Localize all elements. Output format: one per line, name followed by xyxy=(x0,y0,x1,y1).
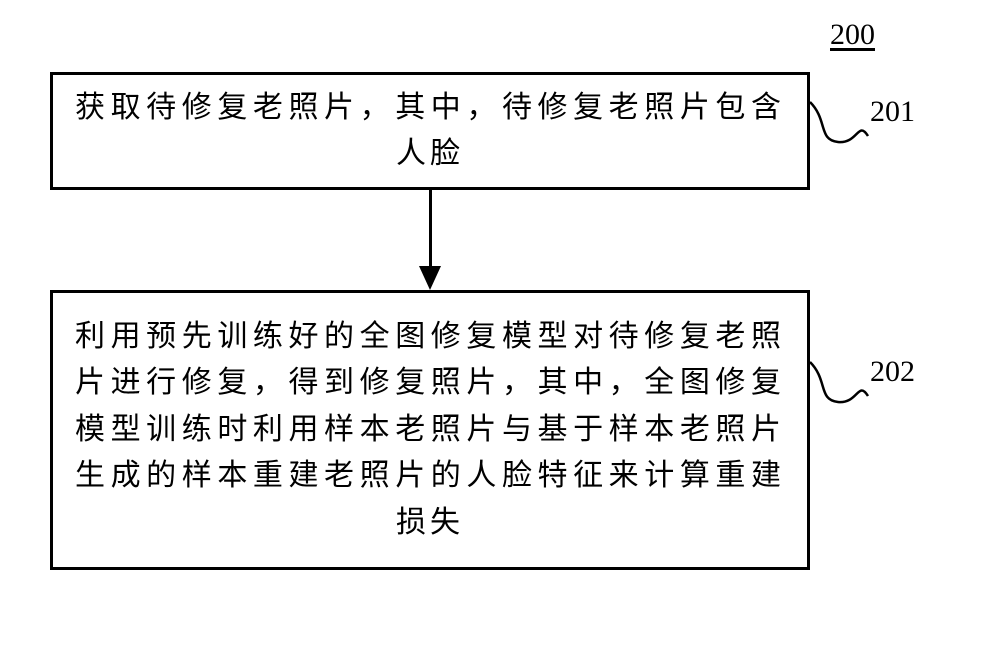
figure-number: 200 xyxy=(830,18,875,52)
diagram-canvas: 200 获取待修复老照片，其中，待修复老照片包含人脸 201 利用预先训练好的全… xyxy=(0,0,1000,655)
flow-step-2: 利用预先训练好的全图修复模型对待修复老照片进行修复，得到修复照片，其中，全图修复… xyxy=(50,290,810,570)
flow-step-1-label: 201 xyxy=(870,95,915,129)
flow-step-1-text: 获取待修复老照片，其中，待修复老照片包含人脸 xyxy=(75,85,785,178)
arrow-shaft xyxy=(429,190,432,266)
arrow-head-icon xyxy=(419,266,441,293)
flow-step-2-text: 利用预先训练好的全图修复模型对待修复老照片进行修复，得到修复照片，其中，全图修复… xyxy=(75,314,785,547)
flow-step-2-label: 202 xyxy=(870,355,915,389)
flow-step-1: 获取待修复老照片，其中，待修复老照片包含人脸 xyxy=(50,72,810,190)
leader-line-1 xyxy=(808,100,870,150)
leader-line-2 xyxy=(808,360,870,410)
